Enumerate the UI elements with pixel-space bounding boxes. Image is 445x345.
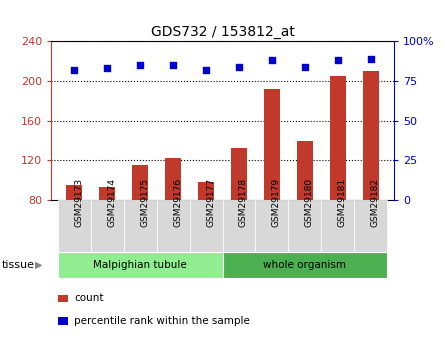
- Bar: [330, 76, 346, 200]
- Point: [170, 62, 177, 68]
- Bar: [255, 200, 288, 252]
- Point: [367, 56, 374, 62]
- Bar: [264, 89, 280, 200]
- Bar: [124, 200, 157, 252]
- Bar: [354, 200, 387, 252]
- Text: GSM29179: GSM29179: [272, 178, 281, 227]
- Point: [202, 67, 210, 73]
- Bar: [58, 252, 222, 278]
- Title: GDS732 / 153812_at: GDS732 / 153812_at: [150, 25, 295, 39]
- Text: GSM29174: GSM29174: [107, 178, 116, 227]
- Bar: [99, 187, 115, 200]
- Point: [235, 64, 243, 70]
- Point: [268, 58, 275, 63]
- Text: GSM29177: GSM29177: [206, 178, 215, 227]
- Bar: [66, 185, 82, 200]
- Text: Malpighian tubule: Malpighian tubule: [93, 260, 187, 270]
- Text: GSM29182: GSM29182: [371, 178, 380, 227]
- Text: count: count: [74, 294, 104, 303]
- Text: GSM29176: GSM29176: [173, 178, 182, 227]
- Bar: [165, 158, 181, 200]
- Bar: [190, 200, 222, 252]
- Text: GSM29175: GSM29175: [140, 178, 149, 227]
- Text: GSM29180: GSM29180: [305, 178, 314, 227]
- Text: tissue: tissue: [2, 260, 35, 269]
- Text: GSM29173: GSM29173: [74, 178, 83, 227]
- Bar: [222, 252, 387, 278]
- Point: [104, 66, 111, 71]
- Bar: [198, 182, 214, 200]
- Point: [301, 64, 308, 70]
- Bar: [132, 165, 148, 200]
- Bar: [231, 148, 247, 200]
- Bar: [363, 71, 379, 200]
- Text: whole organism: whole organism: [263, 260, 346, 270]
- Bar: [58, 200, 91, 252]
- Text: GSM29181: GSM29181: [338, 178, 347, 227]
- Bar: [321, 200, 354, 252]
- Text: ▶: ▶: [36, 260, 43, 269]
- Point: [71, 67, 78, 73]
- Point: [334, 58, 341, 63]
- Text: GSM29178: GSM29178: [239, 178, 248, 227]
- Point: [137, 62, 144, 68]
- Bar: [288, 200, 321, 252]
- Bar: [91, 200, 124, 252]
- Text: percentile rank within the sample: percentile rank within the sample: [74, 316, 250, 326]
- Bar: [297, 141, 313, 200]
- Bar: [157, 200, 190, 252]
- Bar: [222, 200, 255, 252]
